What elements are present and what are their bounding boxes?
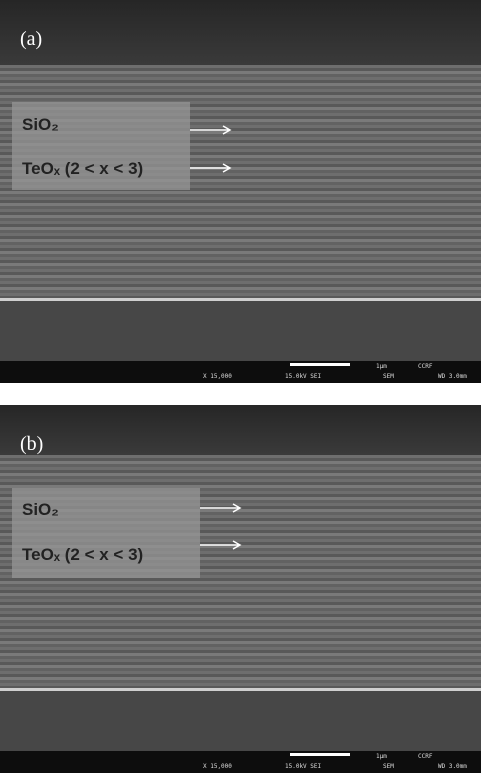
- magnification: X 15,000: [203, 373, 232, 380]
- micrograph: 1μm CCRF X 15,000 15.0kV SEI SEM WD 3.0mm (a) S…: [0, 0, 481, 383]
- interface: [0, 688, 481, 691]
- annotation: TeOₓ (2 < x < 3): [22, 545, 144, 564]
- mode: SEM: [383, 373, 394, 380]
- scale-bar: [290, 363, 350, 366]
- micrograph: 1μm CCRF X 15,000 15.0kV SEI SEM WD 3.0mm (b) S…: [0, 405, 481, 773]
- info-bar: 1μm CCRF X 15,000 15.0kV SEI SEM WD 3.0mm: [0, 361, 481, 383]
- scale-text: 1μm: [376, 753, 387, 760]
- top-band: [0, 0, 481, 65]
- scale-bar: [290, 753, 350, 756]
- label-box: SiO₂ TeOₓ (2 < x < 3): [12, 488, 200, 578]
- voltage: 15.0kV SEI: [285, 763, 322, 770]
- annotation: SiO₂: [22, 115, 59, 134]
- arrow: [200, 503, 242, 513]
- panel-label: (a): [20, 28, 43, 50]
- annotation: SiO₂: [22, 500, 59, 519]
- arrows: [190, 125, 232, 173]
- mode: SEM: [383, 763, 394, 770]
- lab-text: CCRF: [418, 753, 433, 760]
- panel-label: (b): [20, 433, 44, 455]
- substrate: [0, 691, 481, 751]
- arrow: [190, 163, 232, 173]
- label-box: SiO₂ TeOₓ (2 < x < 3): [12, 102, 190, 190]
- top-band: [0, 405, 481, 455]
- interface: [0, 298, 481, 301]
- info-bar: 1μm CCRF X 15,000 15.0kV SEI SEM WD 3.0mm: [0, 751, 481, 773]
- arrows: [200, 503, 242, 550]
- substrate: [0, 301, 481, 361]
- distance: WD 3.0mm: [438, 373, 467, 380]
- arrow: [200, 540, 242, 550]
- scale-text: 1μm: [376, 363, 387, 370]
- divider: [12, 532, 200, 533]
- magnification: X 15,000: [203, 763, 232, 770]
- annotation: TeOₓ (2 < x < 3): [22, 159, 144, 178]
- lab-text: CCRF: [418, 363, 433, 370]
- arrow: [190, 125, 232, 135]
- divider: [12, 148, 190, 149]
- voltage: 15.0kV SEI: [285, 373, 322, 380]
- distance: WD 3.0mm: [438, 763, 467, 770]
